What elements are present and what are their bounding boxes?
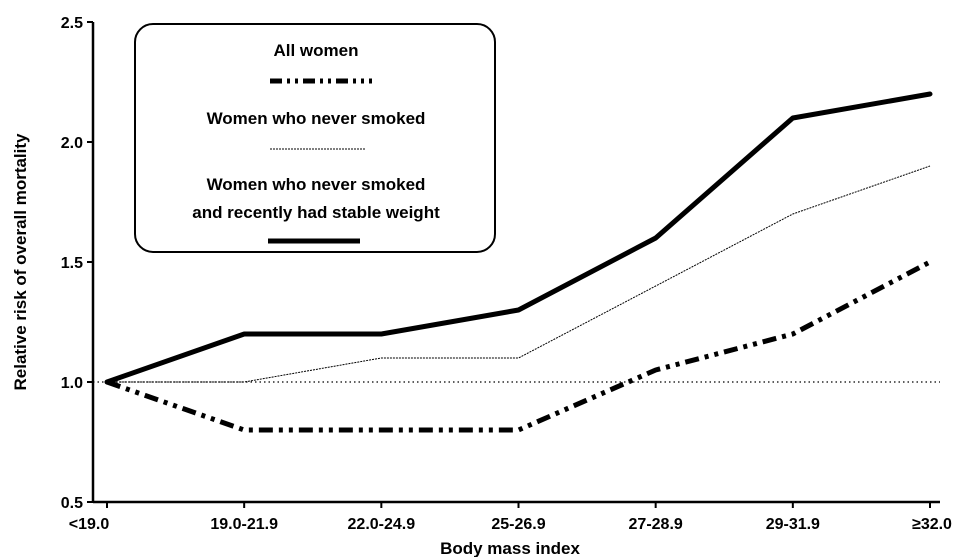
legend-label-stable-weight-1: Women who never smoked [207,175,426,194]
x-tick-label: 29-31.9 [766,516,820,533]
legend-label-never-smoked: Women who never smoked [207,109,426,128]
series-line-3 [104,91,933,385]
y-tick-label: 2.5 [61,15,83,32]
legend: All women Women who never smoked Women w… [134,23,496,253]
y-axis-ticks: 0.5 1.0 1.5 2.0 2.5 [61,15,93,512]
legend-label-all-women: All women [273,41,358,60]
x-tick-label: 22.0-24.9 [348,516,416,533]
series-line-1 [106,259,932,433]
y-tick-label: 0.5 [61,495,83,512]
x-tick-label: 19.0-21.9 [210,516,278,533]
series-layer [104,91,933,433]
y-axis-title: Relative risk of overall mortality [11,133,30,391]
x-tick-label: 25-26.9 [491,516,545,533]
series-line-2 [107,165,931,383]
x-tick-label: 27-28.9 [629,516,683,533]
x-tick-label: <19.0 [69,516,110,533]
x-axis-title: Body mass index [440,539,580,557]
y-tick-label: 1.5 [61,255,83,272]
legend-box [134,23,496,253]
x-tick-label: ≥32.0 [912,516,952,533]
y-tick-label: 2.0 [61,135,83,152]
legend-label-stable-weight-2: and recently had stable weight [192,203,440,222]
x-axis-ticks: <19.0 19.0-21.9 22.0-24.9 25-26.9 27-28.9 29-… [69,502,952,533]
y-tick-label: 1.0 [61,375,83,392]
